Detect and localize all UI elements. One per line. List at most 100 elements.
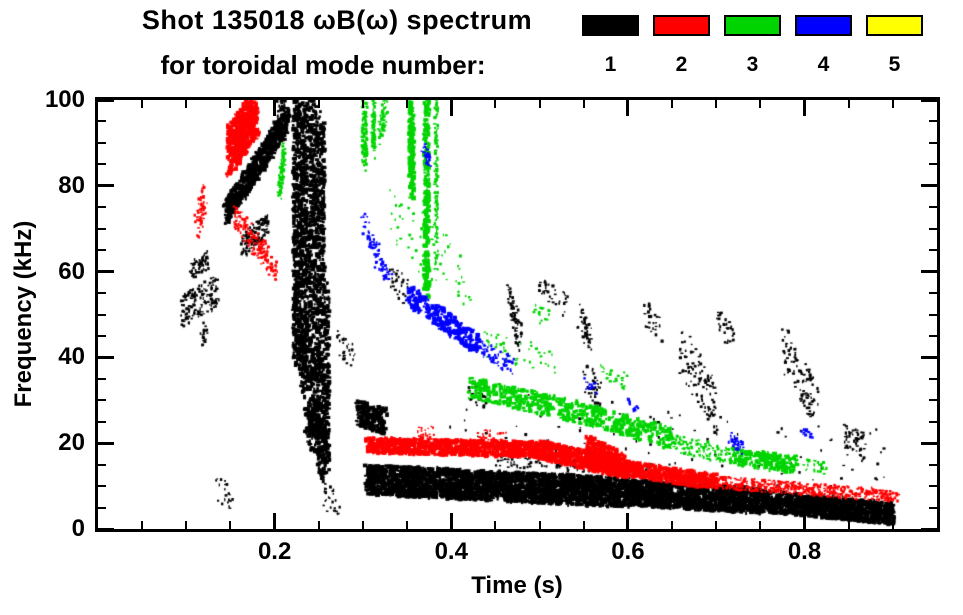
- x-tick-label: 0.2: [257, 538, 292, 565]
- y-major-tick: [921, 98, 937, 102]
- y-minor-tick: [98, 377, 106, 380]
- x-minor-tick: [715, 100, 718, 108]
- legend-label-4: 4: [817, 53, 830, 76]
- x-minor-tick: [582, 100, 585, 108]
- y-major-tick: [921, 527, 937, 531]
- x-minor-tick: [538, 100, 541, 108]
- x-minor-tick: [671, 521, 674, 529]
- x-minor-tick: [406, 521, 409, 529]
- x-minor-tick: [361, 100, 364, 108]
- y-minor-tick: [929, 377, 937, 380]
- y-minor-tick: [98, 141, 106, 144]
- x-minor-tick: [847, 521, 850, 529]
- y-major-tick: [921, 184, 937, 188]
- y-minor-tick: [98, 313, 106, 316]
- x-major-tick: [273, 513, 277, 529]
- y-tick-label: 20: [58, 429, 85, 457]
- legend-swatch-2: [653, 15, 710, 36]
- legend-label-3: 3: [746, 53, 759, 76]
- x-minor-tick: [317, 521, 320, 529]
- x-minor-tick: [582, 521, 585, 529]
- x-minor-tick: [494, 521, 497, 529]
- x-minor-tick: [671, 100, 674, 108]
- y-minor-tick: [98, 249, 106, 252]
- x-minor-tick: [891, 521, 894, 529]
- x-minor-tick: [185, 521, 188, 529]
- y-tick-label: 0: [71, 515, 85, 542]
- y-major-tick: [921, 270, 937, 274]
- y-major-tick: [921, 355, 937, 359]
- plot-area: [95, 97, 940, 532]
- x-tick-label: 0.6: [611, 538, 645, 565]
- y-axis-title: Frequency (kHz): [10, 220, 37, 408]
- y-major-tick: [98, 355, 114, 359]
- chart-subtitle: for toroidal mode number:: [160, 50, 486, 80]
- spectrum-canvas: [98, 100, 937, 529]
- y-minor-tick: [98, 163, 106, 166]
- y-minor-tick: [929, 420, 937, 423]
- y-major-tick: [98, 98, 114, 102]
- x-minor-tick: [361, 521, 364, 529]
- x-major-tick: [626, 513, 630, 529]
- x-minor-tick: [759, 100, 762, 108]
- y-minor-tick: [98, 420, 106, 423]
- legend-label-5: 5: [888, 53, 901, 76]
- y-minor-tick: [98, 206, 106, 209]
- legend-labels: 1 2 3 4 5: [582, 53, 923, 77]
- x-minor-tick: [891, 100, 894, 108]
- y-major-tick: [921, 441, 937, 445]
- y-minor-tick: [929, 120, 937, 123]
- y-tick-label: 80: [58, 171, 85, 199]
- legend-swatch-5: [866, 15, 923, 36]
- x-major-tick: [273, 100, 277, 116]
- legend-swatch-1: [582, 15, 639, 36]
- x-minor-tick: [229, 521, 232, 529]
- x-minor-tick: [847, 100, 850, 108]
- x-minor-tick: [141, 100, 144, 108]
- y-tick-label: 40: [58, 343, 85, 371]
- y-minor-tick: [98, 485, 106, 488]
- y-minor-tick: [929, 227, 937, 230]
- y-minor-tick: [929, 399, 937, 402]
- y-minor-tick: [98, 463, 106, 466]
- y-minor-tick: [929, 292, 937, 295]
- x-tick-label: 0.8: [787, 538, 822, 565]
- x-minor-tick: [317, 100, 320, 108]
- x-tick-label: 0.4: [434, 538, 468, 565]
- chart-title: Shot 135018 ωB(ω) spectrum: [141, 5, 533, 35]
- y-minor-tick: [98, 399, 106, 402]
- x-minor-tick: [229, 100, 232, 108]
- x-minor-tick: [538, 521, 541, 529]
- y-minor-tick: [929, 506, 937, 509]
- x-minor-tick: [185, 100, 188, 108]
- y-minor-tick: [98, 292, 106, 295]
- x-major-tick: [803, 513, 807, 529]
- y-minor-tick: [929, 485, 937, 488]
- y-minor-tick: [929, 206, 937, 209]
- legend-label-2: 2: [675, 53, 688, 76]
- y-minor-tick: [98, 506, 106, 509]
- x-major-tick: [449, 100, 453, 116]
- y-tick-label: 60: [58, 257, 85, 285]
- x-major-tick: [803, 100, 807, 116]
- y-minor-tick: [98, 227, 106, 230]
- y-minor-tick: [929, 334, 937, 337]
- y-minor-tick: [929, 163, 937, 166]
- y-major-tick: [98, 270, 114, 274]
- x-axis-title: Time (s): [471, 572, 563, 599]
- x-minor-tick: [406, 100, 409, 108]
- legend-swatches: [582, 15, 923, 36]
- legend-swatch-3: [724, 15, 781, 36]
- legend-swatch-4: [795, 15, 852, 36]
- x-minor-tick: [494, 100, 497, 108]
- y-minor-tick: [929, 313, 937, 316]
- y-minor-tick: [929, 141, 937, 144]
- x-major-tick: [449, 513, 453, 529]
- y-major-tick: [98, 441, 114, 445]
- x-minor-tick: [759, 521, 762, 529]
- y-minor-tick: [929, 249, 937, 252]
- y-minor-tick: [98, 120, 106, 123]
- x-major-tick: [626, 100, 630, 116]
- y-major-tick: [98, 184, 114, 188]
